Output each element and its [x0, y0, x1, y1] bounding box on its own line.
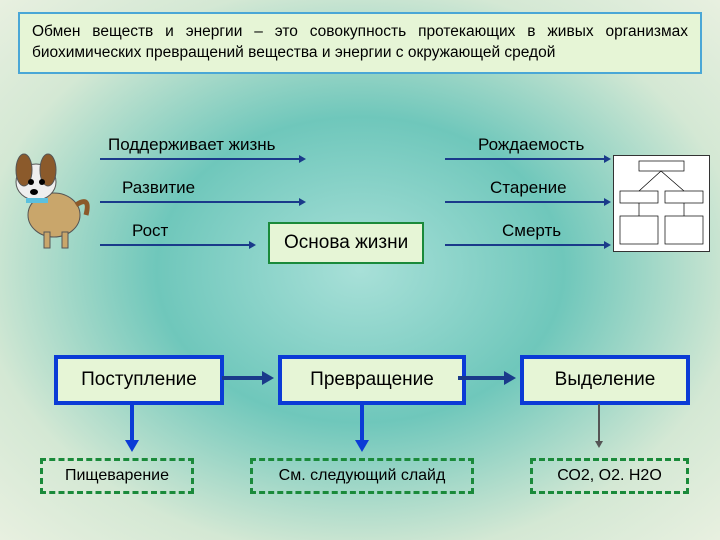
definition-box: Обмен веществ и энергии – это совокупнос…	[18, 12, 702, 74]
products-text: СО2, О2. Н2О	[557, 467, 662, 484]
dashed-digest: Пищеварение	[40, 458, 194, 494]
label-aging: Старение	[490, 178, 567, 198]
label-growth: Рост	[132, 221, 168, 241]
box-intake: Поступление	[54, 355, 224, 405]
dashed-products: СО2, О2. Н2О	[530, 458, 689, 494]
arrow-transform-output	[458, 376, 506, 380]
transform-text: Превращение	[310, 369, 434, 390]
mini-diagram	[613, 155, 710, 252]
varrow-intake	[130, 404, 134, 442]
center-box: Основа жизни	[268, 222, 424, 264]
varrow-output	[598, 404, 600, 442]
arrow-life	[100, 158, 300, 160]
label-birth: Рождаемость	[478, 135, 584, 155]
arrow-dev	[100, 201, 300, 203]
output-text: Выделение	[555, 369, 656, 390]
varrow-transform	[360, 404, 364, 442]
intake-text: Поступление	[81, 369, 197, 390]
arrow-growth	[100, 244, 250, 246]
next-text: См. следующий слайд	[279, 467, 446, 484]
label-death: Смерть	[502, 221, 561, 241]
digest-text: Пищеварение	[65, 467, 169, 484]
definition-text: Обмен веществ и энергии – это совокупнос…	[32, 23, 688, 61]
box-output: Выделение	[520, 355, 690, 405]
center-text: Основа жизни	[284, 232, 408, 253]
arrow-aging	[445, 201, 605, 203]
box-transform: Превращение	[278, 355, 466, 405]
dashed-next: См. следующий слайд	[250, 458, 474, 494]
arrow-birth	[445, 158, 605, 160]
label-life: Поддерживает жизнь	[108, 135, 276, 155]
dog-illustration	[6, 140, 96, 250]
label-dev: Развитие	[122, 178, 195, 198]
arrow-intake-transform	[222, 376, 264, 380]
arrow-death	[445, 244, 605, 246]
